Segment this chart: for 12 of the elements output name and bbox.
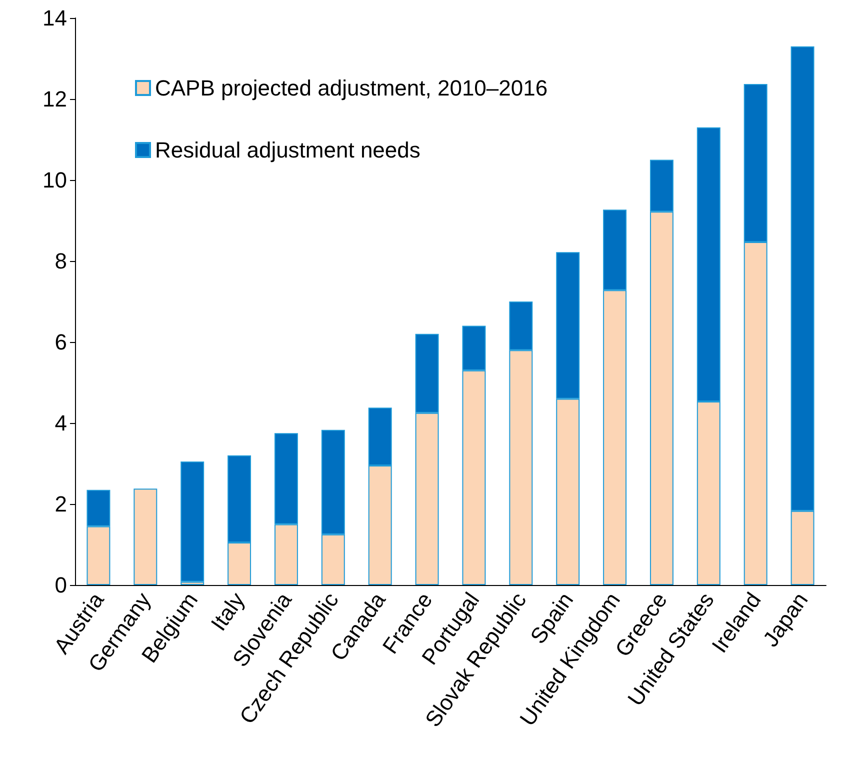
legend-label: Residual adjustment needs (155, 138, 420, 162)
y-tick-label: 6 (54, 330, 67, 354)
y-tick-label: 12 (42, 86, 67, 112)
y-tick-label: 10 (42, 168, 67, 192)
bar (134, 488, 158, 585)
y-tick-label: 0 (54, 572, 67, 598)
legend-label: CAPB projected adjustment, 2010–2016 (155, 76, 548, 100)
y-tick-label: 4 (54, 410, 67, 436)
y-tick-label: 14 (42, 6, 67, 30)
y-tick-label: 8 (54, 248, 67, 274)
bar (180, 461, 204, 582)
y-tick-label: 2 (54, 492, 67, 516)
